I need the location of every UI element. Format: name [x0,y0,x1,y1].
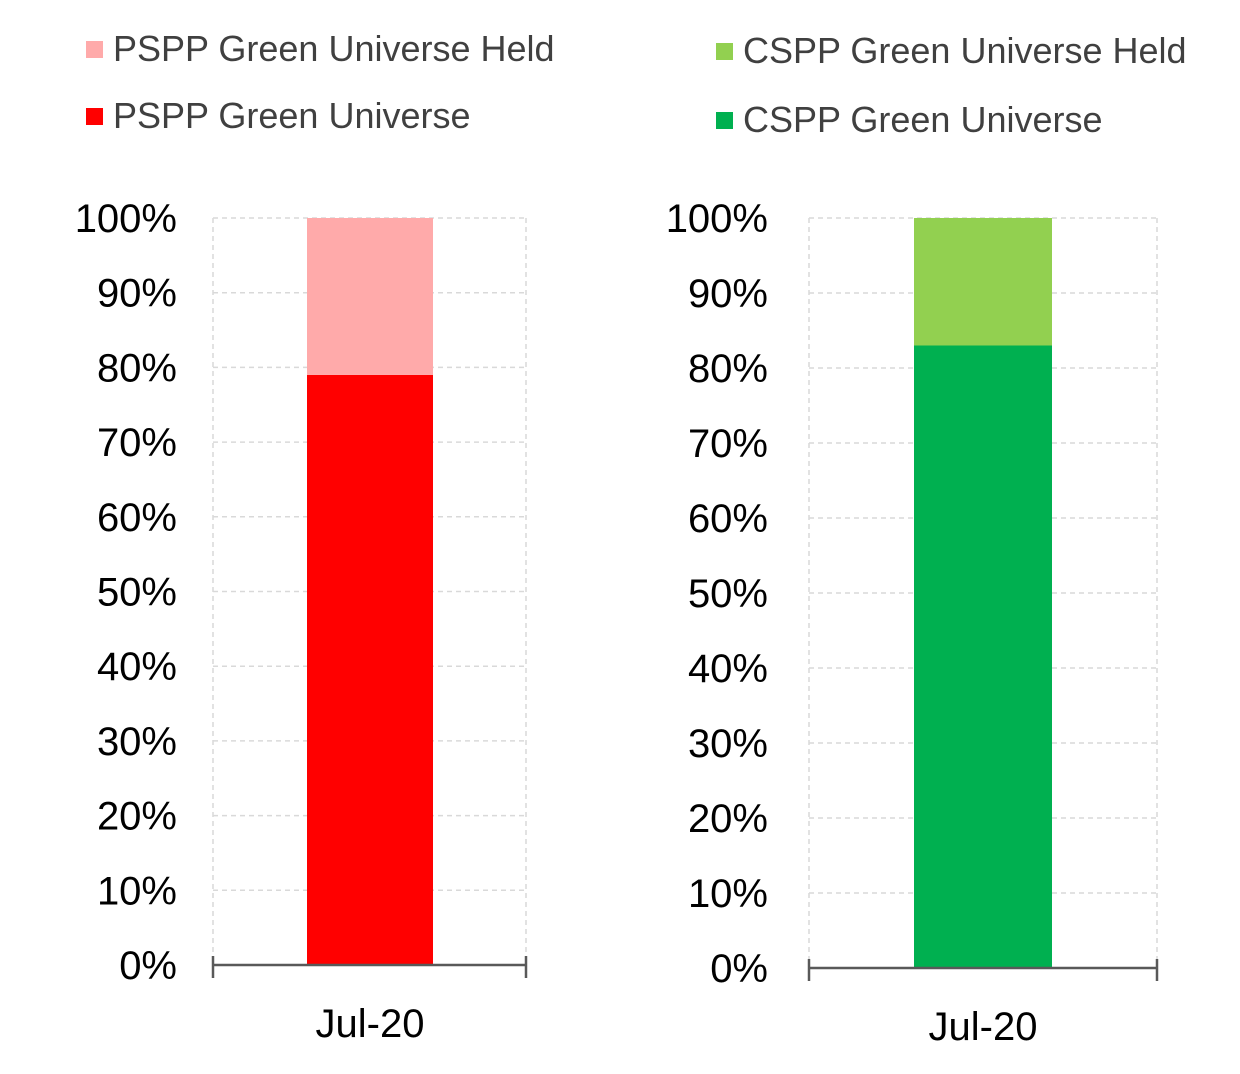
chart-2-x-category-label: Jul-20 [929,1005,1038,1049]
chart-1-y-tick-label: 80% [97,346,177,390]
legend-swatch-pspp-universe [86,107,103,125]
chart-2-y-tick-label: 70% [688,422,768,466]
chart-1-y-tick-label: 0% [119,944,177,988]
chart-2-y-tick-label: 10% [688,872,768,916]
legend-swatch-cspp-universe [716,111,733,129]
chart-2-bar-segment-1 [914,345,1052,968]
chart-1-x-category-label: Jul-20 [316,1002,425,1046]
chart-1-y-tick-label: 30% [97,720,177,764]
chart-1-y-tick-label: 60% [97,496,177,540]
chart-1-bar-segment-2 [307,218,433,375]
legend-item-pspp-universe: PSPP Green Universe [86,95,471,137]
legend-label-pspp-held: PSPP Green Universe Held [113,28,555,69]
chart-2-bar-segment-2 [914,218,1052,346]
legend-label-cspp-held: CSPP Green Universe Held [743,30,1187,71]
chart-2-y-tick-label: 40% [688,647,768,691]
legend-item-pspp-held: PSPP Green Universe Held [86,28,555,70]
chart-2-y-tick-label: 100% [666,197,768,241]
chart-1-y-tick-label: 90% [97,272,177,316]
chart-2-y-tick-label: 90% [688,272,768,316]
chart-1-bar-segment-1 [307,374,433,965]
legend-swatch-pspp-held [86,40,103,58]
chart-1-y-tick-label: 40% [97,645,177,689]
chart-1-y-tick-label: 50% [97,571,177,615]
legend-label-pspp-universe: PSPP Green Universe [113,95,471,136]
chart-2-y-tick-label: 0% [710,947,768,991]
legend-item-cspp-held: CSPP Green Universe Held [716,30,1187,72]
legend-item-cspp-universe: CSPP Green Universe [716,99,1103,141]
chart-2-y-tick-label: 80% [688,347,768,391]
legend-label-cspp-universe: CSPP Green Universe [743,99,1103,140]
chart-2-y-tick-label: 60% [688,497,768,541]
legend-swatch-cspp-held [716,42,733,60]
chart-1-y-tick-label: 70% [97,421,177,465]
chart-1-y-tick-label: 20% [97,795,177,839]
chart-1-y-tick-label: 10% [97,869,177,913]
chart-2-y-tick-label: 50% [688,572,768,616]
chart-2-y-tick-label: 30% [688,722,768,766]
chart-2-y-tick-label: 20% [688,797,768,841]
chart-1-y-tick-label: 100% [75,197,177,241]
